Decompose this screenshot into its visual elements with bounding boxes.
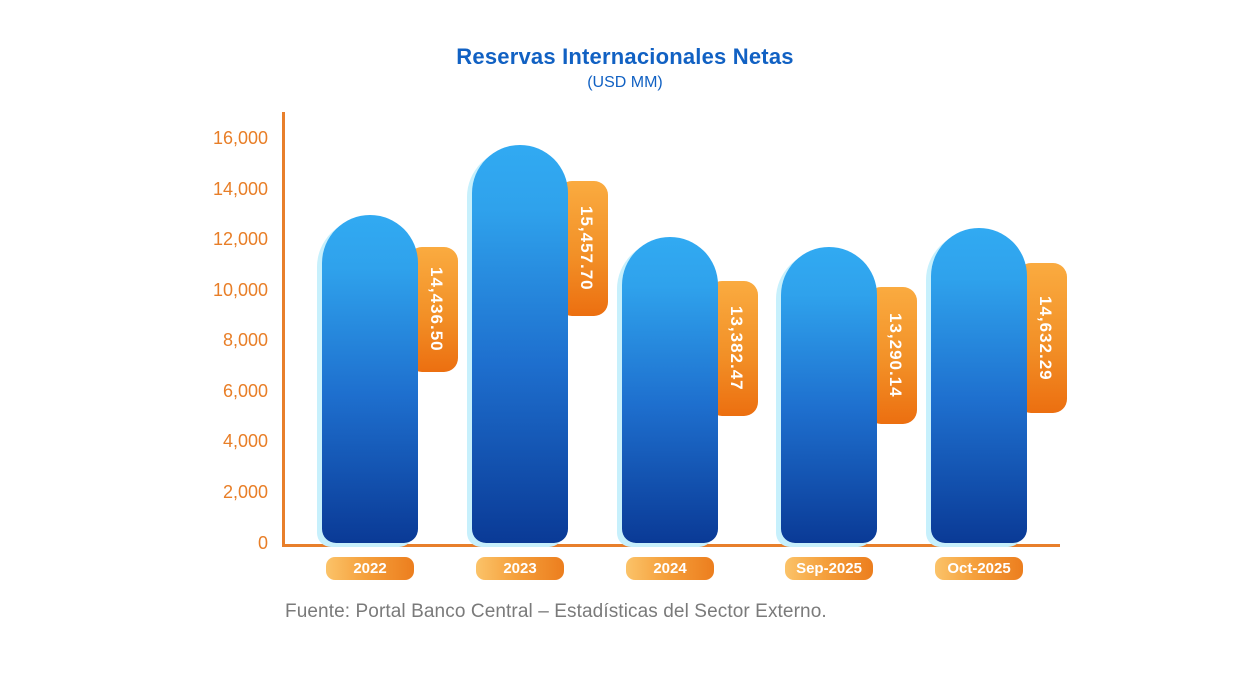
category-pill: 2024 [626, 557, 714, 580]
category-pill: Oct-2025 [935, 557, 1023, 580]
y-tick-label: 10,000 [212, 280, 268, 300]
value-label: 15,457.70 [577, 206, 596, 291]
category-pill: 2022 [326, 557, 414, 580]
category-pill: 2023 [476, 557, 564, 580]
y-tick-label: 8,000 [222, 330, 268, 350]
y-tick-label: 16,000 [212, 128, 268, 148]
bar-2023 [472, 145, 568, 543]
y-tick-label: 2,000 [222, 482, 268, 502]
y-tick-label: 4,000 [222, 431, 268, 451]
chart-subtitle: (USD MM) [587, 74, 663, 91]
y-tick-label: 0 [257, 533, 268, 553]
source-note: Fuente: Portal Banco Central – Estadísti… [285, 601, 827, 622]
y-axis-line [282, 112, 285, 546]
value-label: 14,436.50 [427, 267, 446, 352]
value-label: 13,290.14 [886, 313, 905, 398]
chart-title: Reservas Internacionales Netas [456, 44, 794, 69]
bar-2022 [322, 215, 418, 543]
bar-sep-2025 [781, 247, 877, 543]
x-axis-line [282, 544, 1060, 547]
value-label: 13,382.47 [727, 306, 746, 391]
bar-2024 [622, 237, 718, 543]
value-label: 14,632.29 [1036, 295, 1055, 381]
y-tick-label: 12,000 [212, 229, 268, 249]
bar-oct-2025 [931, 228, 1027, 543]
y-tick-label: 6,000 [222, 381, 268, 401]
y-tick-label: 14,000 [212, 179, 268, 199]
category-pill: Sep-2025 [785, 557, 873, 580]
